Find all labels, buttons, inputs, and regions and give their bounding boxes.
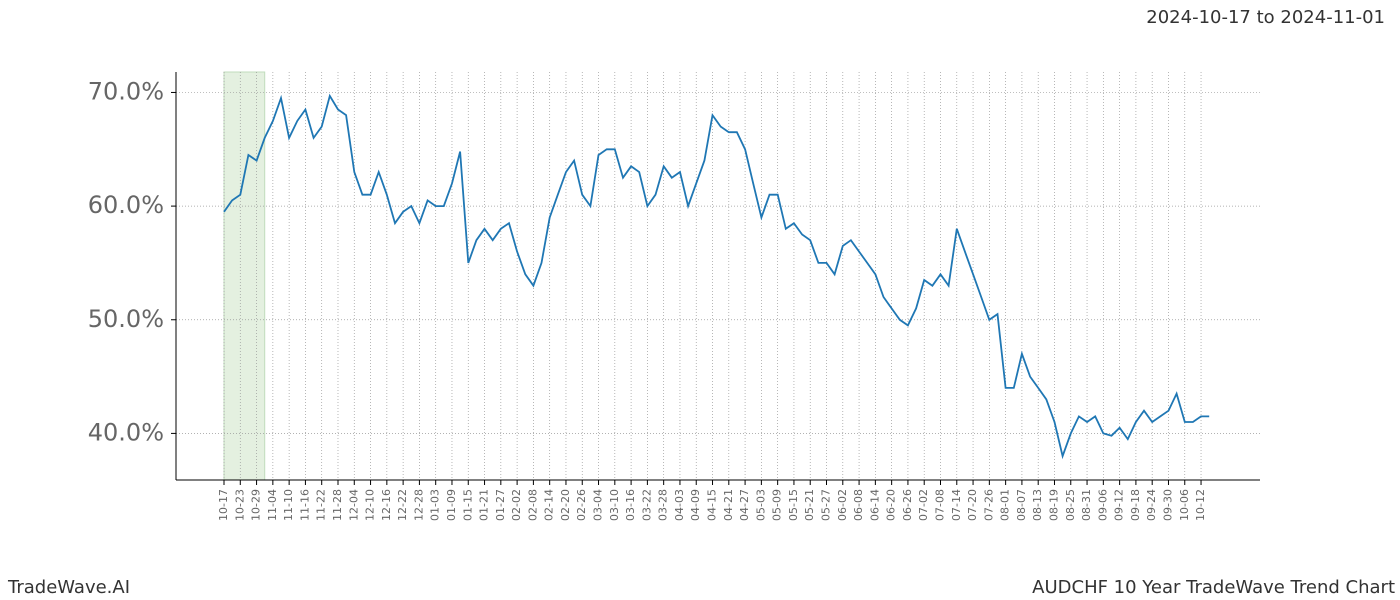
chart-title: AUDCHF 10 Year TradeWave Trend Chart: [1032, 577, 1395, 598]
x-tick-label: 08-07: [1015, 489, 1028, 521]
x-tick-label: 12-10: [364, 489, 377, 521]
x-tick-label: 11-16: [298, 489, 311, 521]
x-tick-label: 03-04: [592, 489, 605, 521]
x-tick-label: 02-02: [510, 489, 523, 521]
x-tick-label: 07-08: [933, 489, 946, 521]
x-tick-label: 08-19: [1047, 489, 1060, 521]
x-tick-label: 09-06: [1096, 489, 1109, 521]
x-tick-label: 10-17: [217, 489, 230, 521]
y-tick-label: 40.0%: [88, 418, 164, 446]
x-tick-label: 06-20: [885, 489, 898, 521]
trend-line: [223, 93, 1210, 460]
x-tick-label: 05-15: [787, 489, 800, 521]
x-tick-label: 10-29: [250, 489, 263, 521]
x-tick-label: 08-01: [999, 489, 1012, 521]
x-tick-label: 12-16: [380, 489, 393, 521]
x-tick-label: 01-27: [494, 489, 507, 521]
x-tick-label: 11-28: [331, 489, 344, 521]
x-tick-label: 09-18: [1129, 489, 1142, 521]
x-tick-label: 10-06: [1178, 489, 1191, 521]
y-tick-label: 70.0%: [88, 77, 164, 105]
x-tick-label: 04-09: [689, 489, 702, 521]
x-tick-label: 04-21: [722, 489, 735, 521]
x-tick-label: 03-22: [640, 489, 653, 521]
x-tick-label: 11-10: [282, 489, 295, 521]
x-tick-label: 03-10: [608, 489, 621, 521]
x-tick-label: 01-21: [478, 489, 491, 521]
x-tick-label: 05-03: [754, 489, 767, 521]
x-tick-label: 08-25: [1064, 489, 1077, 521]
x-tick-label: 06-02: [836, 489, 849, 521]
x-tick-label: 01-03: [429, 489, 442, 521]
x-tick-label: 07-02: [917, 489, 930, 521]
x-tick-label: 04-27: [738, 489, 751, 521]
x-tick-label: 04-15: [706, 489, 719, 521]
x-tick-label: 06-26: [901, 489, 914, 521]
x-tick-label: 07-14: [950, 489, 963, 521]
date-range: 2024-10-17 to 2024-11-01: [1146, 7, 1385, 28]
x-tick-label: 06-14: [868, 489, 881, 521]
x-tick-label: 10-12: [1194, 489, 1207, 521]
x-tick-label: 09-30: [1161, 489, 1174, 521]
x-tick-label: 06-08: [852, 489, 865, 521]
x-tick-label: 05-09: [771, 489, 784, 521]
x-tick-label: 07-26: [982, 489, 995, 521]
x-tick-label: 01-09: [445, 489, 458, 521]
brand: TradeWave.AI: [7, 577, 130, 598]
x-tick-label: 08-31: [1080, 489, 1093, 521]
y-tick-label: 50.0%: [88, 305, 164, 333]
x-tick-label: 07-20: [966, 489, 979, 521]
x-tick-label: 04-03: [673, 489, 686, 521]
x-tick-label: 05-21: [803, 489, 816, 521]
x-tick-label: 03-28: [657, 489, 670, 521]
y-tick-label: 60.0%: [88, 191, 164, 219]
x-tick-label: 08-13: [1031, 489, 1044, 521]
x-tick-label: 10-23: [233, 489, 246, 521]
highlight-span: [223, 71, 266, 481]
x-tick-label: 02-14: [543, 489, 556, 521]
x-tick-label: 02-08: [526, 489, 539, 521]
x-tick-label: 02-26: [575, 489, 588, 521]
x-tick-label: 01-15: [461, 489, 474, 521]
x-tick-label: 11-04: [266, 489, 279, 521]
x-tick-label: 12-28: [412, 489, 425, 521]
x-tick-label: 09-12: [1113, 489, 1126, 521]
x-tick-label: 05-27: [820, 489, 833, 521]
x-tick-label: 12-04: [347, 489, 360, 521]
x-tick-label: 11-22: [315, 489, 328, 521]
x-tick-label: 02-20: [559, 489, 572, 521]
x-tick-label: 12-22: [396, 489, 409, 521]
x-tick-label: 09-24: [1145, 489, 1158, 521]
x-tick-label: 03-16: [624, 489, 637, 521]
